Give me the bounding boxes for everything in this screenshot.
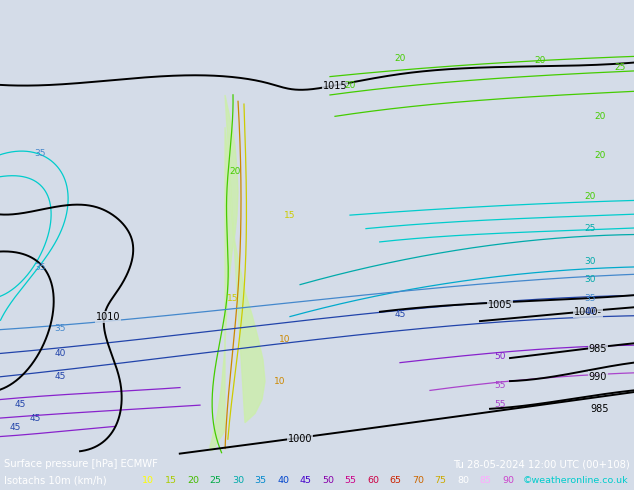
Text: 30: 30 bbox=[585, 275, 596, 284]
Text: 15: 15 bbox=[284, 211, 295, 220]
Text: 20: 20 bbox=[344, 81, 356, 90]
Text: 90: 90 bbox=[502, 475, 514, 485]
Text: 50: 50 bbox=[495, 352, 506, 361]
Text: 25: 25 bbox=[585, 224, 596, 233]
Text: Surface pressure [hPa] ECMWF: Surface pressure [hPa] ECMWF bbox=[4, 459, 158, 469]
Text: 80: 80 bbox=[457, 475, 469, 485]
Text: 1010: 1010 bbox=[96, 312, 120, 321]
Text: 45: 45 bbox=[299, 475, 311, 485]
Text: 20: 20 bbox=[594, 150, 605, 160]
Text: ©weatheronline.co.uk: ©weatheronline.co.uk bbox=[522, 475, 628, 485]
Text: 15: 15 bbox=[164, 475, 176, 485]
Text: 25: 25 bbox=[614, 63, 626, 72]
Text: 30: 30 bbox=[585, 257, 596, 266]
Text: 1000: 1000 bbox=[288, 434, 313, 444]
Text: 65: 65 bbox=[389, 475, 401, 485]
Text: 35: 35 bbox=[55, 324, 66, 333]
Text: 10: 10 bbox=[275, 377, 286, 386]
Text: 20: 20 bbox=[534, 56, 546, 65]
Text: 70: 70 bbox=[412, 475, 424, 485]
Text: 40: 40 bbox=[277, 475, 289, 485]
Text: 990: 990 bbox=[589, 371, 607, 382]
Text: 20: 20 bbox=[585, 192, 596, 201]
Text: Isotachs 10m (km/h): Isotachs 10m (km/h) bbox=[4, 475, 107, 485]
Text: 25: 25 bbox=[209, 475, 221, 485]
Text: 55: 55 bbox=[495, 400, 506, 409]
Text: 35: 35 bbox=[585, 294, 596, 303]
Text: 15: 15 bbox=[227, 294, 239, 303]
Text: 1000-: 1000- bbox=[574, 307, 602, 317]
Text: 1005: 1005 bbox=[488, 299, 512, 310]
Text: 45: 45 bbox=[394, 310, 406, 319]
Text: 30: 30 bbox=[232, 475, 244, 485]
Text: 45: 45 bbox=[15, 400, 26, 409]
Text: 40: 40 bbox=[55, 349, 66, 358]
Text: 985: 985 bbox=[589, 344, 607, 354]
Text: 35: 35 bbox=[34, 263, 46, 272]
Polygon shape bbox=[210, 95, 265, 450]
Text: 45: 45 bbox=[29, 414, 41, 422]
Text: 55: 55 bbox=[344, 475, 356, 485]
Text: 20: 20 bbox=[594, 112, 605, 121]
Text: 50: 50 bbox=[322, 475, 334, 485]
Text: 10: 10 bbox=[142, 475, 154, 485]
Text: 35: 35 bbox=[254, 475, 266, 485]
Text: 10: 10 bbox=[279, 335, 291, 344]
Text: 20: 20 bbox=[394, 53, 406, 63]
Text: 55: 55 bbox=[495, 381, 506, 390]
Text: 1015: 1015 bbox=[323, 81, 347, 91]
Text: 35: 35 bbox=[34, 148, 46, 158]
Text: 60: 60 bbox=[367, 475, 379, 485]
Text: 85: 85 bbox=[479, 475, 491, 485]
Text: 45: 45 bbox=[10, 423, 21, 432]
Text: 75: 75 bbox=[434, 475, 446, 485]
Text: 40: 40 bbox=[585, 307, 596, 317]
Text: 20: 20 bbox=[230, 167, 241, 176]
Text: 45: 45 bbox=[55, 372, 66, 381]
Text: Tu 28-05-2024 12:00 UTC (00+108): Tu 28-05-2024 12:00 UTC (00+108) bbox=[453, 459, 630, 469]
Text: 985: 985 bbox=[591, 404, 609, 414]
Text: 20: 20 bbox=[187, 475, 199, 485]
